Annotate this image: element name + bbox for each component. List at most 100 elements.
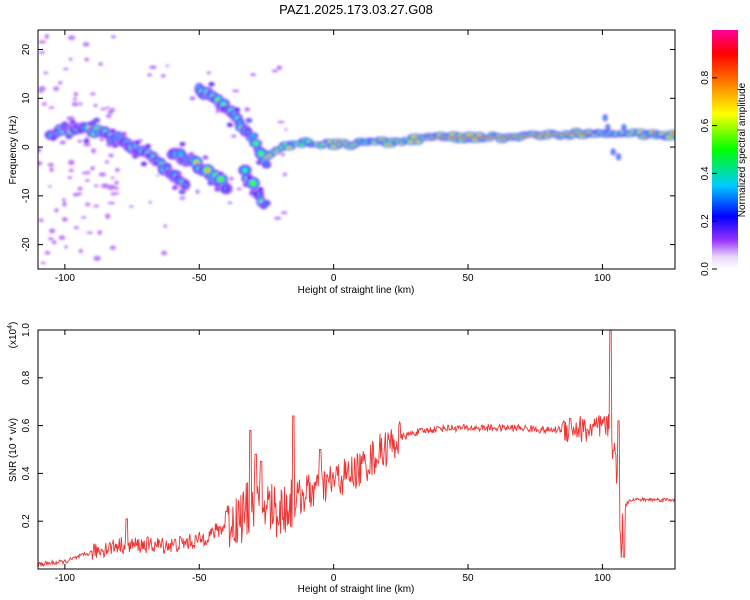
- spectrogram-cell: [149, 65, 157, 70]
- colorbar-ticks: 0.0 0.2 0.4 0.6 0.8: [700, 70, 717, 276]
- spectrogram-cell: [93, 184, 99, 188]
- spectrogram-cell: [271, 69, 279, 73]
- spectrogram-cell: [68, 57, 73, 61]
- chart-title: PAZ1.2025.173.03.27.G08: [279, 2, 433, 17]
- spectrogram-cell: [231, 134, 237, 138]
- spectrogram-cell: [280, 153, 286, 157]
- spectrogram-cell: [82, 42, 90, 47]
- spectrogram-cell: [476, 133, 482, 137]
- spectrogram-cell: [84, 57, 90, 62]
- spectrogram-cell: [617, 154, 621, 159]
- spectrogram-cell: [48, 228, 56, 234]
- spectrogram-cell: [231, 89, 240, 93]
- spectrogram-cell: [101, 183, 109, 189]
- spectrogram-heatmap: [38, 33, 675, 265]
- spectrogram-cell: [58, 81, 63, 85]
- spectrogram-cell: [227, 123, 233, 127]
- spectrogram-cell: [73, 226, 80, 230]
- spectrogram-cell: [68, 35, 76, 40]
- spectrogram-cell: [496, 136, 499, 138]
- spectrogram-cell: [264, 163, 269, 167]
- spectrogram-cell: [48, 185, 52, 188]
- spectrogram-cell: [161, 250, 168, 256]
- spectrogram-cell: [86, 170, 91, 175]
- spectrogram-cell: [73, 92, 79, 97]
- spectrogram-cell: [41, 102, 47, 106]
- spectrogram-cell: [480, 136, 483, 138]
- spectrogram-cell: [258, 151, 264, 157]
- spectrogram-cell: [534, 134, 537, 137]
- spectrogram-cell: [474, 136, 478, 138]
- spectrogram-cell: [99, 138, 105, 142]
- spectrogram-cell: [44, 33, 50, 39]
- spectrogram-cell: [48, 106, 55, 109]
- spectrogram-cell: [114, 180, 119, 186]
- snr-panel: -100 -50 0 50 100 0.2 0.4 0.6 0.8 1.0 Height of s…: [7, 322, 676, 595]
- spectrogram-cell: [108, 109, 114, 115]
- spectrogram-cell: [179, 196, 186, 200]
- spectrogram-cell: [560, 133, 564, 135]
- spectrogram-cell: [145, 144, 151, 148]
- spectrogram-cell: [466, 133, 473, 137]
- spectrogram-cell: [606, 125, 610, 130]
- spectrogram-cell: [38, 147, 42, 153]
- spectrogram-cell: [113, 144, 117, 148]
- x-tick-label: 50: [462, 273, 474, 284]
- spectrogram-cell: [286, 146, 292, 149]
- spectrogram-cell: [84, 179, 90, 182]
- spectrogram-cell: [114, 168, 120, 173]
- spectrogram-cell: [622, 125, 626, 130]
- spectrogram-frame: [37, 29, 676, 270]
- spectrogram-cell: [280, 211, 288, 215]
- spectrogram-cell: [85, 202, 91, 207]
- spectrogram-cell: [671, 132, 675, 135]
- x-tick-label: 0: [331, 573, 337, 584]
- spectrogram-cell: [38, 218, 44, 223]
- spectrogram-cell: [68, 168, 74, 173]
- spectrogram-cell: [98, 172, 107, 177]
- spectrogram-cell: [61, 198, 66, 202]
- spectrogram-cell: [40, 261, 47, 265]
- colorbar-tick-label: 0.2: [700, 214, 711, 228]
- spectrogram-cell: [77, 192, 82, 196]
- x-tick-label: -50: [192, 573, 207, 584]
- spectrogram-cell: [39, 50, 45, 55]
- spectrogram-cell: [512, 135, 515, 138]
- spectrogram-cell: [83, 143, 91, 147]
- spectrogram-cell: [249, 180, 257, 187]
- spectrogram-cell: [274, 216, 282, 220]
- spectrogram-cell: [236, 187, 242, 191]
- spectrogram-cell: [54, 208, 59, 213]
- spectrogram-cell: [437, 136, 440, 139]
- spectrogram-cell: [458, 136, 462, 138]
- spectrogram-cell: [91, 148, 97, 154]
- spectrogram-cell: [195, 189, 200, 194]
- spectrogram-cell: [517, 135, 521, 137]
- y-tick-label: 0.2: [21, 514, 32, 528]
- spectrogram-cell: [98, 62, 103, 66]
- spectrogram-cell: [411, 135, 418, 139]
- spectrogram-cell: [165, 64, 169, 67]
- spectrogram-cell: [250, 73, 257, 77]
- spectrogram-cell: [77, 139, 83, 143]
- spectrogram-cell: [77, 186, 83, 191]
- spectrogram-cell: [539, 134, 542, 136]
- spectrogram-cell: [163, 224, 168, 228]
- spectrogram-cell: [217, 176, 225, 183]
- spectrogram-cell: [282, 172, 288, 177]
- colorbar-gradient: [712, 30, 738, 269]
- spectrogram-cell: [523, 135, 526, 137]
- spectrogram-cell: [501, 136, 505, 138]
- spectrogram-cell: [148, 200, 152, 204]
- spectrogram-cell: [67, 135, 70, 138]
- y-tick-label: -10: [21, 188, 32, 203]
- spectrogram-cell: [129, 205, 134, 208]
- snr-multiplier: (x104): [7, 322, 19, 349]
- spectrogram-cell: [177, 150, 184, 157]
- spectrogram-cell: [141, 162, 147, 166]
- spectrogram-cell: [135, 140, 140, 145]
- spectrogram-cell: [252, 141, 259, 146]
- spectrogram-cell: [453, 136, 456, 138]
- snr-ylabel: SNR (10 * v/v): [8, 418, 19, 482]
